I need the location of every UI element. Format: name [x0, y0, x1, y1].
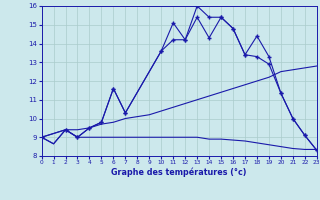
X-axis label: Graphe des températures (°c): Graphe des températures (°c) — [111, 168, 247, 177]
